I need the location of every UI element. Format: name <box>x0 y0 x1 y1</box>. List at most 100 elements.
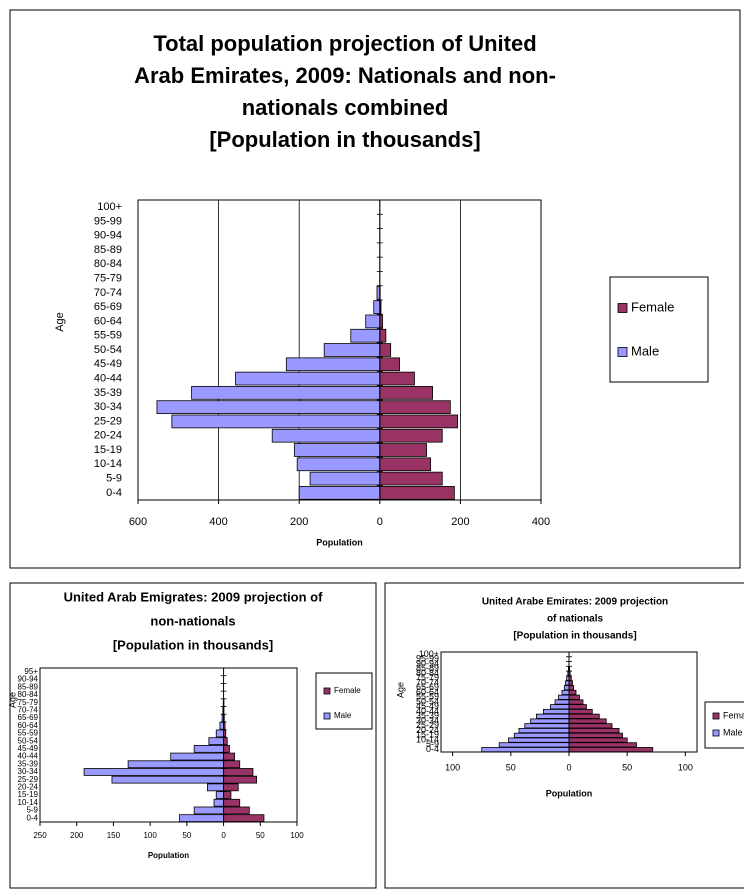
bar <box>223 768 254 776</box>
x-tick-label: 100 <box>445 762 460 772</box>
bar <box>223 791 232 799</box>
chart-title: [Population in thousands] <box>113 637 273 652</box>
bar <box>219 721 224 730</box>
y-tick-label: 95-99 <box>94 215 122 227</box>
bar <box>127 760 224 769</box>
bar <box>554 699 570 705</box>
bar <box>379 414 458 429</box>
bar <box>568 728 620 734</box>
y-tick-label: 90-94 <box>416 658 439 668</box>
y-tick-label: 0-4 <box>426 744 439 754</box>
y-tick-label: 15-19 <box>416 730 439 740</box>
bar <box>568 747 654 753</box>
bar <box>373 300 381 314</box>
legend-swatch <box>617 303 628 313</box>
x-axis-label: Population <box>316 537 363 547</box>
bar <box>293 443 381 457</box>
legend-swatch <box>712 729 720 737</box>
y-tick-label: 15-19 <box>94 444 122 456</box>
y-tick-label: 60-64 <box>94 315 122 327</box>
legend-label: Female <box>723 710 744 720</box>
x-tick-label: 200 <box>451 516 469 528</box>
y-tick-label: 80-84 <box>94 258 122 270</box>
bar <box>379 371 415 386</box>
y-tick-label: 70-74 <box>94 287 122 299</box>
bar <box>171 414 381 429</box>
bar <box>208 737 224 746</box>
y-tick-label: 30-34 <box>18 767 39 776</box>
bar <box>213 798 224 807</box>
y-tick-label: 85-89 <box>416 663 439 673</box>
bar <box>193 806 224 815</box>
bar <box>379 428 443 443</box>
y-axis-label: Age <box>395 682 405 698</box>
bar <box>170 752 224 761</box>
bar <box>223 775 258 784</box>
bar <box>568 708 593 715</box>
bar <box>568 685 575 691</box>
x-tick-label: 50 <box>256 831 265 840</box>
x-axis-label: Population <box>148 851 189 860</box>
bar <box>223 814 265 823</box>
x-tick-label: 250 <box>33 831 47 840</box>
x-tick-label: 600 <box>129 516 147 528</box>
y-tick-label: 0-4 <box>106 487 122 499</box>
y-tick-label: 20-24 <box>416 725 439 735</box>
bar <box>536 713 570 719</box>
y-axis-label: Age <box>7 692 17 708</box>
y-tick-label: 45-49 <box>18 744 39 753</box>
y-tick-label: 65-69 <box>416 682 439 692</box>
bar <box>156 400 381 414</box>
y-tick-label: 70-74 <box>18 705 39 714</box>
y-tick-label: 5-9 <box>426 739 439 749</box>
legend-swatch <box>323 687 331 695</box>
bar <box>568 718 607 724</box>
bar <box>481 747 570 753</box>
y-tick-label: 65-69 <box>18 713 39 722</box>
y-tick-label: 35-39 <box>416 711 439 721</box>
y-tick-label: 5-9 <box>26 806 38 815</box>
y-tick-label: 20-24 <box>18 782 39 791</box>
bar <box>223 752 235 761</box>
y-tick-label: 30-34 <box>94 401 122 413</box>
chart-title: of nationals <box>547 614 604 625</box>
y-tick-label: 85-89 <box>18 682 39 691</box>
bar <box>223 744 230 753</box>
bar <box>568 680 573 686</box>
bar <box>379 471 443 486</box>
y-tick-label: 40-44 <box>416 706 439 716</box>
bar <box>568 742 637 748</box>
y-tick-label: 90-94 <box>94 230 122 242</box>
bar <box>379 443 427 457</box>
y-tick-label: 25-29 <box>416 720 439 730</box>
bar <box>309 471 381 486</box>
y-tick-label: 40-44 <box>94 372 122 384</box>
y-tick-label: 10-14 <box>18 798 39 807</box>
bar <box>379 386 433 400</box>
y-tick-label: 70-74 <box>416 677 439 687</box>
chart-title: [Population in thousands] <box>209 127 480 152</box>
chart-title: nationals combined <box>242 95 449 120</box>
bar <box>285 357 381 372</box>
y-tick-label: 40-44 <box>18 752 39 761</box>
y-tick-label: 25-29 <box>18 775 39 784</box>
bar <box>379 343 392 357</box>
bar <box>111 775 224 784</box>
x-axis-label: Population <box>546 788 593 798</box>
y-tick-label: 15-19 <box>18 790 39 799</box>
y-tick-label: 45-49 <box>416 701 439 711</box>
y-tick-label: 50-54 <box>416 696 439 706</box>
bar <box>179 814 224 823</box>
bar <box>568 699 584 705</box>
bar <box>543 708 570 715</box>
bar <box>568 723 613 729</box>
bar <box>323 343 381 357</box>
chart-title: non-nationals <box>150 613 235 628</box>
bar <box>379 328 387 343</box>
x-tick-label: 100 <box>678 762 693 772</box>
y-tick-label: 55-59 <box>18 729 39 738</box>
bar <box>223 760 241 769</box>
bar <box>568 737 628 743</box>
x-tick-label: 50 <box>622 762 632 772</box>
